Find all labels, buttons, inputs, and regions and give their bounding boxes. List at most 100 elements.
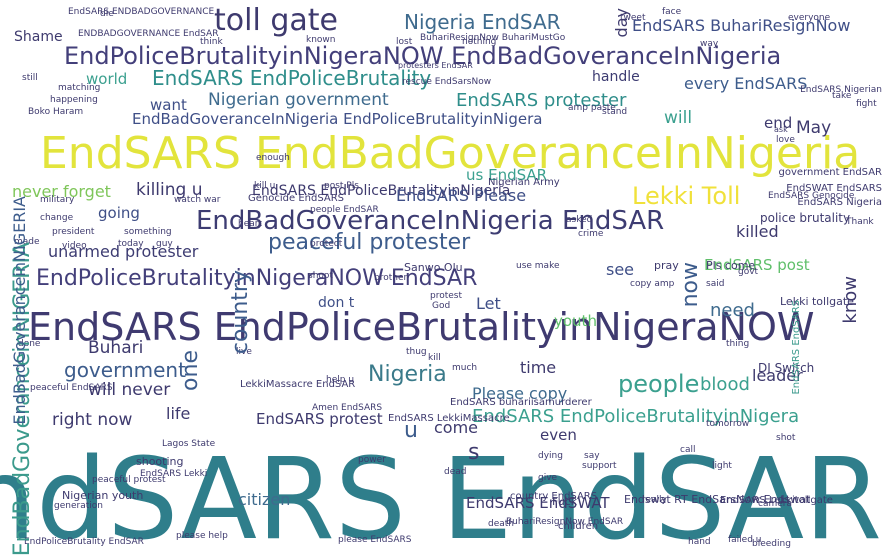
word-see: see <box>606 260 635 279</box>
word-today: today <box>118 239 144 249</box>
word-peaceful-protester: peaceful protester <box>268 230 471 255</box>
word-govt: govt <box>738 267 759 277</box>
word-citizen: citizen <box>238 490 291 509</box>
word-u: u <box>404 418 418 443</box>
word-lekki-toll: Lekki Toll <box>632 182 741 210</box>
word-please-endsars: please EndSARS <box>338 535 412 545</box>
word-kill: kill <box>428 353 441 363</box>
word-failed-u: failed u <box>728 535 762 545</box>
word-know: know <box>840 276 861 324</box>
word-buhari: Buhari <box>88 338 144 358</box>
word-need: need <box>710 300 755 321</box>
word-live: live <box>236 347 252 357</box>
word-endsars-buhariisamurderer: EndSARS buhariisamurderer <box>450 397 592 408</box>
word-peaceful-endsars: peaceful EndSARS <box>30 383 113 393</box>
word-thank: Thank <box>846 217 874 227</box>
word-military: military <box>40 195 75 205</box>
word-endsars-nigeria: EndSARS Nigeria <box>797 197 882 208</box>
word-even: even <box>540 426 577 444</box>
word-lost: lost <box>396 37 413 47</box>
word-police-brutality: police brutality <box>760 211 851 225</box>
word-lagos-state: Lagos State <box>162 439 216 449</box>
word-protest: protest <box>430 291 463 301</box>
word-light: light <box>712 461 732 471</box>
word-endsars-protest: EndSARS protest <box>256 410 383 428</box>
word-endsars-lekki: EndSARS Lekki <box>140 469 208 479</box>
word-endbadgoveranceinnigeria-endsar: EndBadGoveranceInNigeria EndSAR <box>196 206 665 236</box>
word-pray: pray <box>654 259 679 272</box>
word-please-copy: Please copy <box>472 384 568 403</box>
word-nothing: nothing <box>462 37 497 47</box>
word-s: s <box>468 440 480 465</box>
word-support: support <box>582 461 617 471</box>
word-endswat-endsars: EndSWAT EndSARS <box>786 183 882 194</box>
word-video: video <box>62 241 87 251</box>
word-youth: youth <box>554 312 597 330</box>
word-blood: blood <box>700 374 750 395</box>
word-fight: fight <box>856 99 877 109</box>
word-endpolicebrutalityinnigeranow-endbadgoveranceinnigeria: EndPoliceBrutalityinNigeraNOW EndBadGove… <box>64 42 782 70</box>
word-dead: dead <box>444 467 467 477</box>
word-pls-come: Pls come <box>706 259 756 272</box>
word-lekki-tollgate: Lekki tollgate <box>780 295 854 308</box>
word-bleeding: bleeding <box>752 539 791 549</box>
word-one: one <box>178 350 203 391</box>
word-amen-endsars: Amen EndSARS <box>312 403 383 413</box>
word-something: something <box>124 227 172 237</box>
word-amp-paste: amp paste <box>568 103 616 113</box>
word-shooting: shooting <box>136 455 184 468</box>
word-endpolicebrutality-endsar: EndPoliceBrutality EndSAR <box>24 537 144 547</box>
word-done: done <box>18 339 41 349</box>
word-shot: shot <box>776 433 796 443</box>
word-don-t: don t <box>318 295 355 311</box>
word-take: take <box>832 91 852 101</box>
word-think: think <box>200 37 223 47</box>
word-endsars-endbadgovernance: EndSARS ENDBADGOVERNANCE <box>68 7 215 17</box>
word-copy-amp: copy amp <box>630 279 675 289</box>
word-guy: guy <box>156 239 173 249</box>
word-now: now <box>678 262 703 308</box>
word-will-never: will never <box>88 380 171 400</box>
word-unarmed-protester: unarmed protester <box>48 242 199 261</box>
word-day: day <box>612 8 631 38</box>
word-dj-switch: DJ Switch <box>758 361 815 375</box>
word-protesters-endsar: protesters EndSAR <box>398 61 473 70</box>
word-matching: matching <box>58 83 101 93</box>
word-endsars-lekkimassacre: EndSARS LekkiMassacre <box>388 413 510 424</box>
word-give: give <box>538 473 558 483</box>
word-generation: generation <box>54 501 103 511</box>
word-going: going <box>98 204 140 222</box>
word-endsars-endpolicebrutalityinnigeria: EndSARS EndPoliceBrutalityinNigeria <box>252 183 511 199</box>
word-known: known <box>306 35 336 45</box>
word-tweet: tweet <box>620 13 646 23</box>
word-us-endsar: us EndSAR <box>466 166 548 184</box>
word-shoot: shoot <box>308 271 333 281</box>
word-die: die <box>100 9 114 19</box>
word-love: love <box>776 135 795 145</box>
word-change: change <box>40 213 74 223</box>
word-enough: enough <box>256 153 290 163</box>
word-buhariresignnow-endsar: BuhariResignNow EndSAR <box>506 517 624 527</box>
word-nigeria: Nigeria <box>368 362 447 387</box>
word-endsars-endswat: EndSARS EndSWAT <box>466 494 610 512</box>
word-post-pls: post Pls <box>324 181 359 191</box>
word-handle: handle <box>592 69 640 85</box>
word-thug: thug <box>406 347 427 357</box>
word-endbadgovernance-endsar: ENDBADGOVERNANCE EndSAR <box>78 29 219 39</box>
word-much: much <box>452 363 478 373</box>
word-endsars-endsars: EndSARS EndSARS <box>791 300 802 395</box>
word-endpolicebrutalityinnigeranow-endsar: EndPoliceBrutalityinNigeraNOW EndSAR <box>36 266 478 291</box>
word-everyone: everyone <box>788 13 831 23</box>
word-asked: asked <box>566 215 593 225</box>
word-nigerian-youth: Nigerian youth <box>62 489 144 502</box>
word-killed: killed <box>736 222 779 241</box>
word-end: end <box>764 114 793 132</box>
word-government-endsar: government EndSAR <box>778 167 882 178</box>
word-right-now: right now <box>52 410 133 430</box>
word-really: really <box>642 495 667 505</box>
word-said: said <box>706 279 725 289</box>
word-endsars-please: EndSARS Please <box>396 186 527 205</box>
word-world: world <box>86 70 128 88</box>
word-endsars-endpolicebrutality: EndSARS EndPoliceBrutality <box>152 66 432 90</box>
